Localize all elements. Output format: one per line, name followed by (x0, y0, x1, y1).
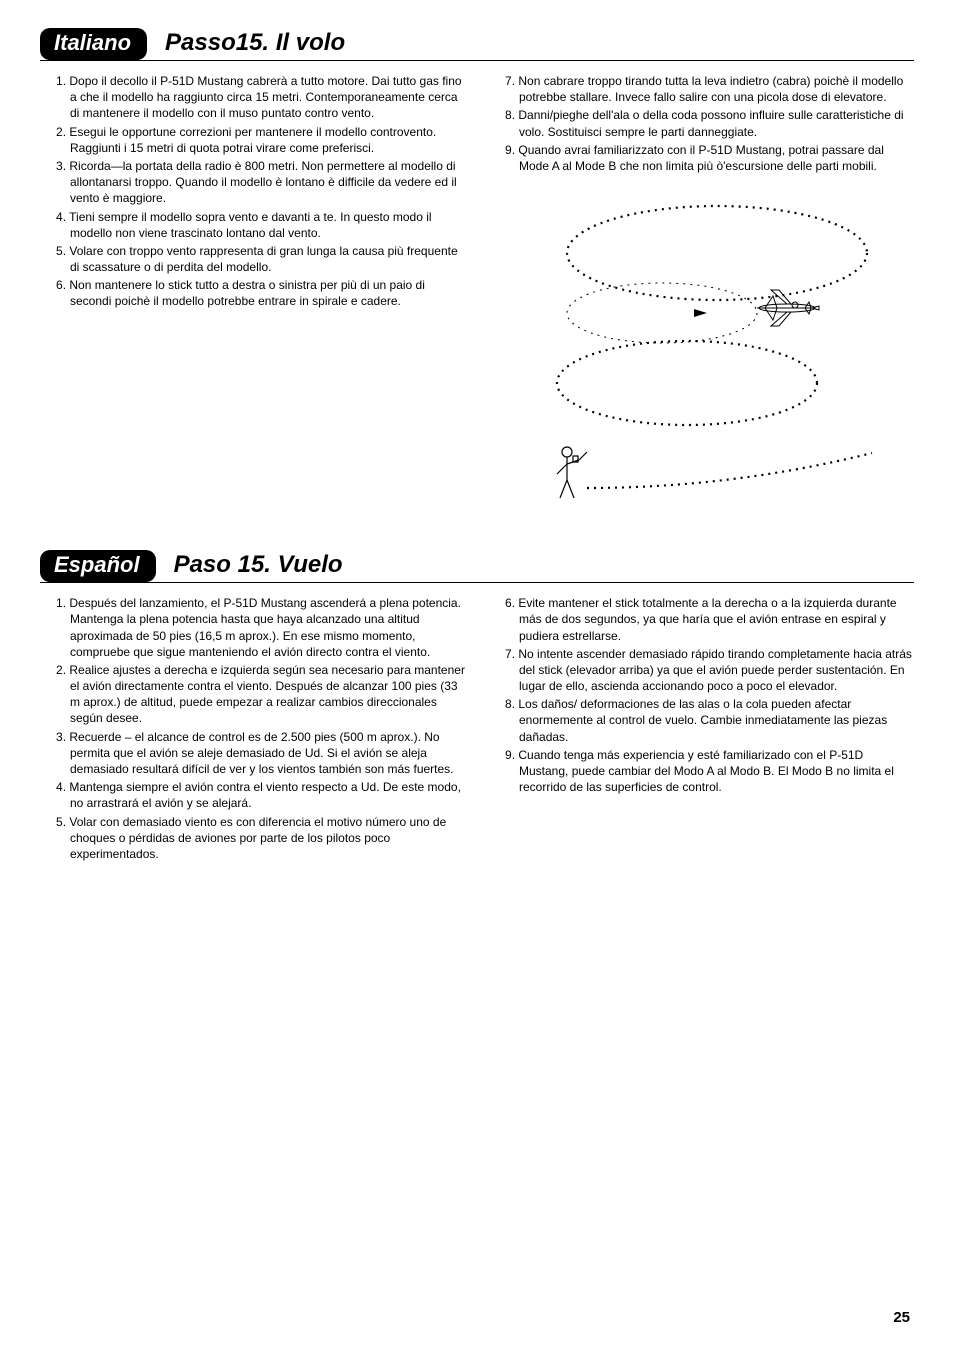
left-column: Después del lanzamiento, el P-51D Mustan… (40, 595, 465, 864)
list-item: Los daños/ deformaciones de las alas o l… (489, 696, 914, 745)
list-item: Evite mantener el stick totalmente a la … (489, 595, 914, 644)
list-item: Non cabrare troppo tirando tutta la leva… (489, 73, 914, 105)
right-column: Non cabrare troppo tirando tutta la leva… (489, 73, 914, 508)
language-pill: Italiano (40, 28, 147, 60)
list-item: Ricorda—la portata della radio è 800 met… (40, 158, 465, 207)
section-title: Paso 15. Vuelo (174, 553, 343, 579)
list-item: Non mantenere lo stick tutto a destra o … (40, 277, 465, 309)
right-column: Evite mantener el stick totalmente a la … (489, 595, 914, 864)
flight-path-diagram (489, 188, 914, 508)
section-espanol: Español Paso 15. Vuelo Después del lanza… (40, 550, 914, 864)
list-item: Recuerde – el alcance de control es de 2… (40, 729, 465, 778)
left-column: Dopo il decollo il P-51D Mustang cabrerà… (40, 73, 465, 508)
list-item: Tieni sempre il modello sopra vento e da… (40, 209, 465, 241)
list-item: No intente ascender demasiado rápido tir… (489, 646, 914, 695)
section-title: Passo15. Il volo (165, 31, 345, 57)
list-item: Volare con troppo vento rappresenta di g… (40, 243, 465, 275)
section-italiano: Italiano Passo15. Il volo Dopo il decoll… (40, 28, 914, 508)
section-header: Español Paso 15. Vuelo (40, 550, 914, 583)
list-item: Quando avrai familiarizzato con il P-51D… (489, 142, 914, 174)
list-item: Esegui le opportune correzioni per mante… (40, 124, 465, 156)
page-number: 25 (893, 1309, 910, 1326)
list-item: Realice ajustes a derecha e izquierda se… (40, 662, 465, 727)
list-item: Después del lanzamiento, el P-51D Mustan… (40, 595, 465, 660)
columns-wrap: Después del lanzamiento, el P-51D Mustan… (40, 595, 914, 864)
list-item: Dopo il decollo il P-51D Mustang cabrerà… (40, 73, 465, 122)
language-pill: Español (40, 550, 156, 582)
list-item: Mantenga siempre el avión contra el vien… (40, 779, 465, 811)
list-item: Volar con demasiado viento es con difere… (40, 814, 465, 863)
list-item: Danni/pieghe dell'ala o della coda posso… (489, 107, 914, 139)
section-header: Italiano Passo15. Il volo (40, 28, 914, 61)
list-item: Cuando tenga más experiencia y esté fami… (489, 747, 914, 796)
columns-wrap: Dopo il decollo il P-51D Mustang cabrerà… (40, 73, 914, 508)
